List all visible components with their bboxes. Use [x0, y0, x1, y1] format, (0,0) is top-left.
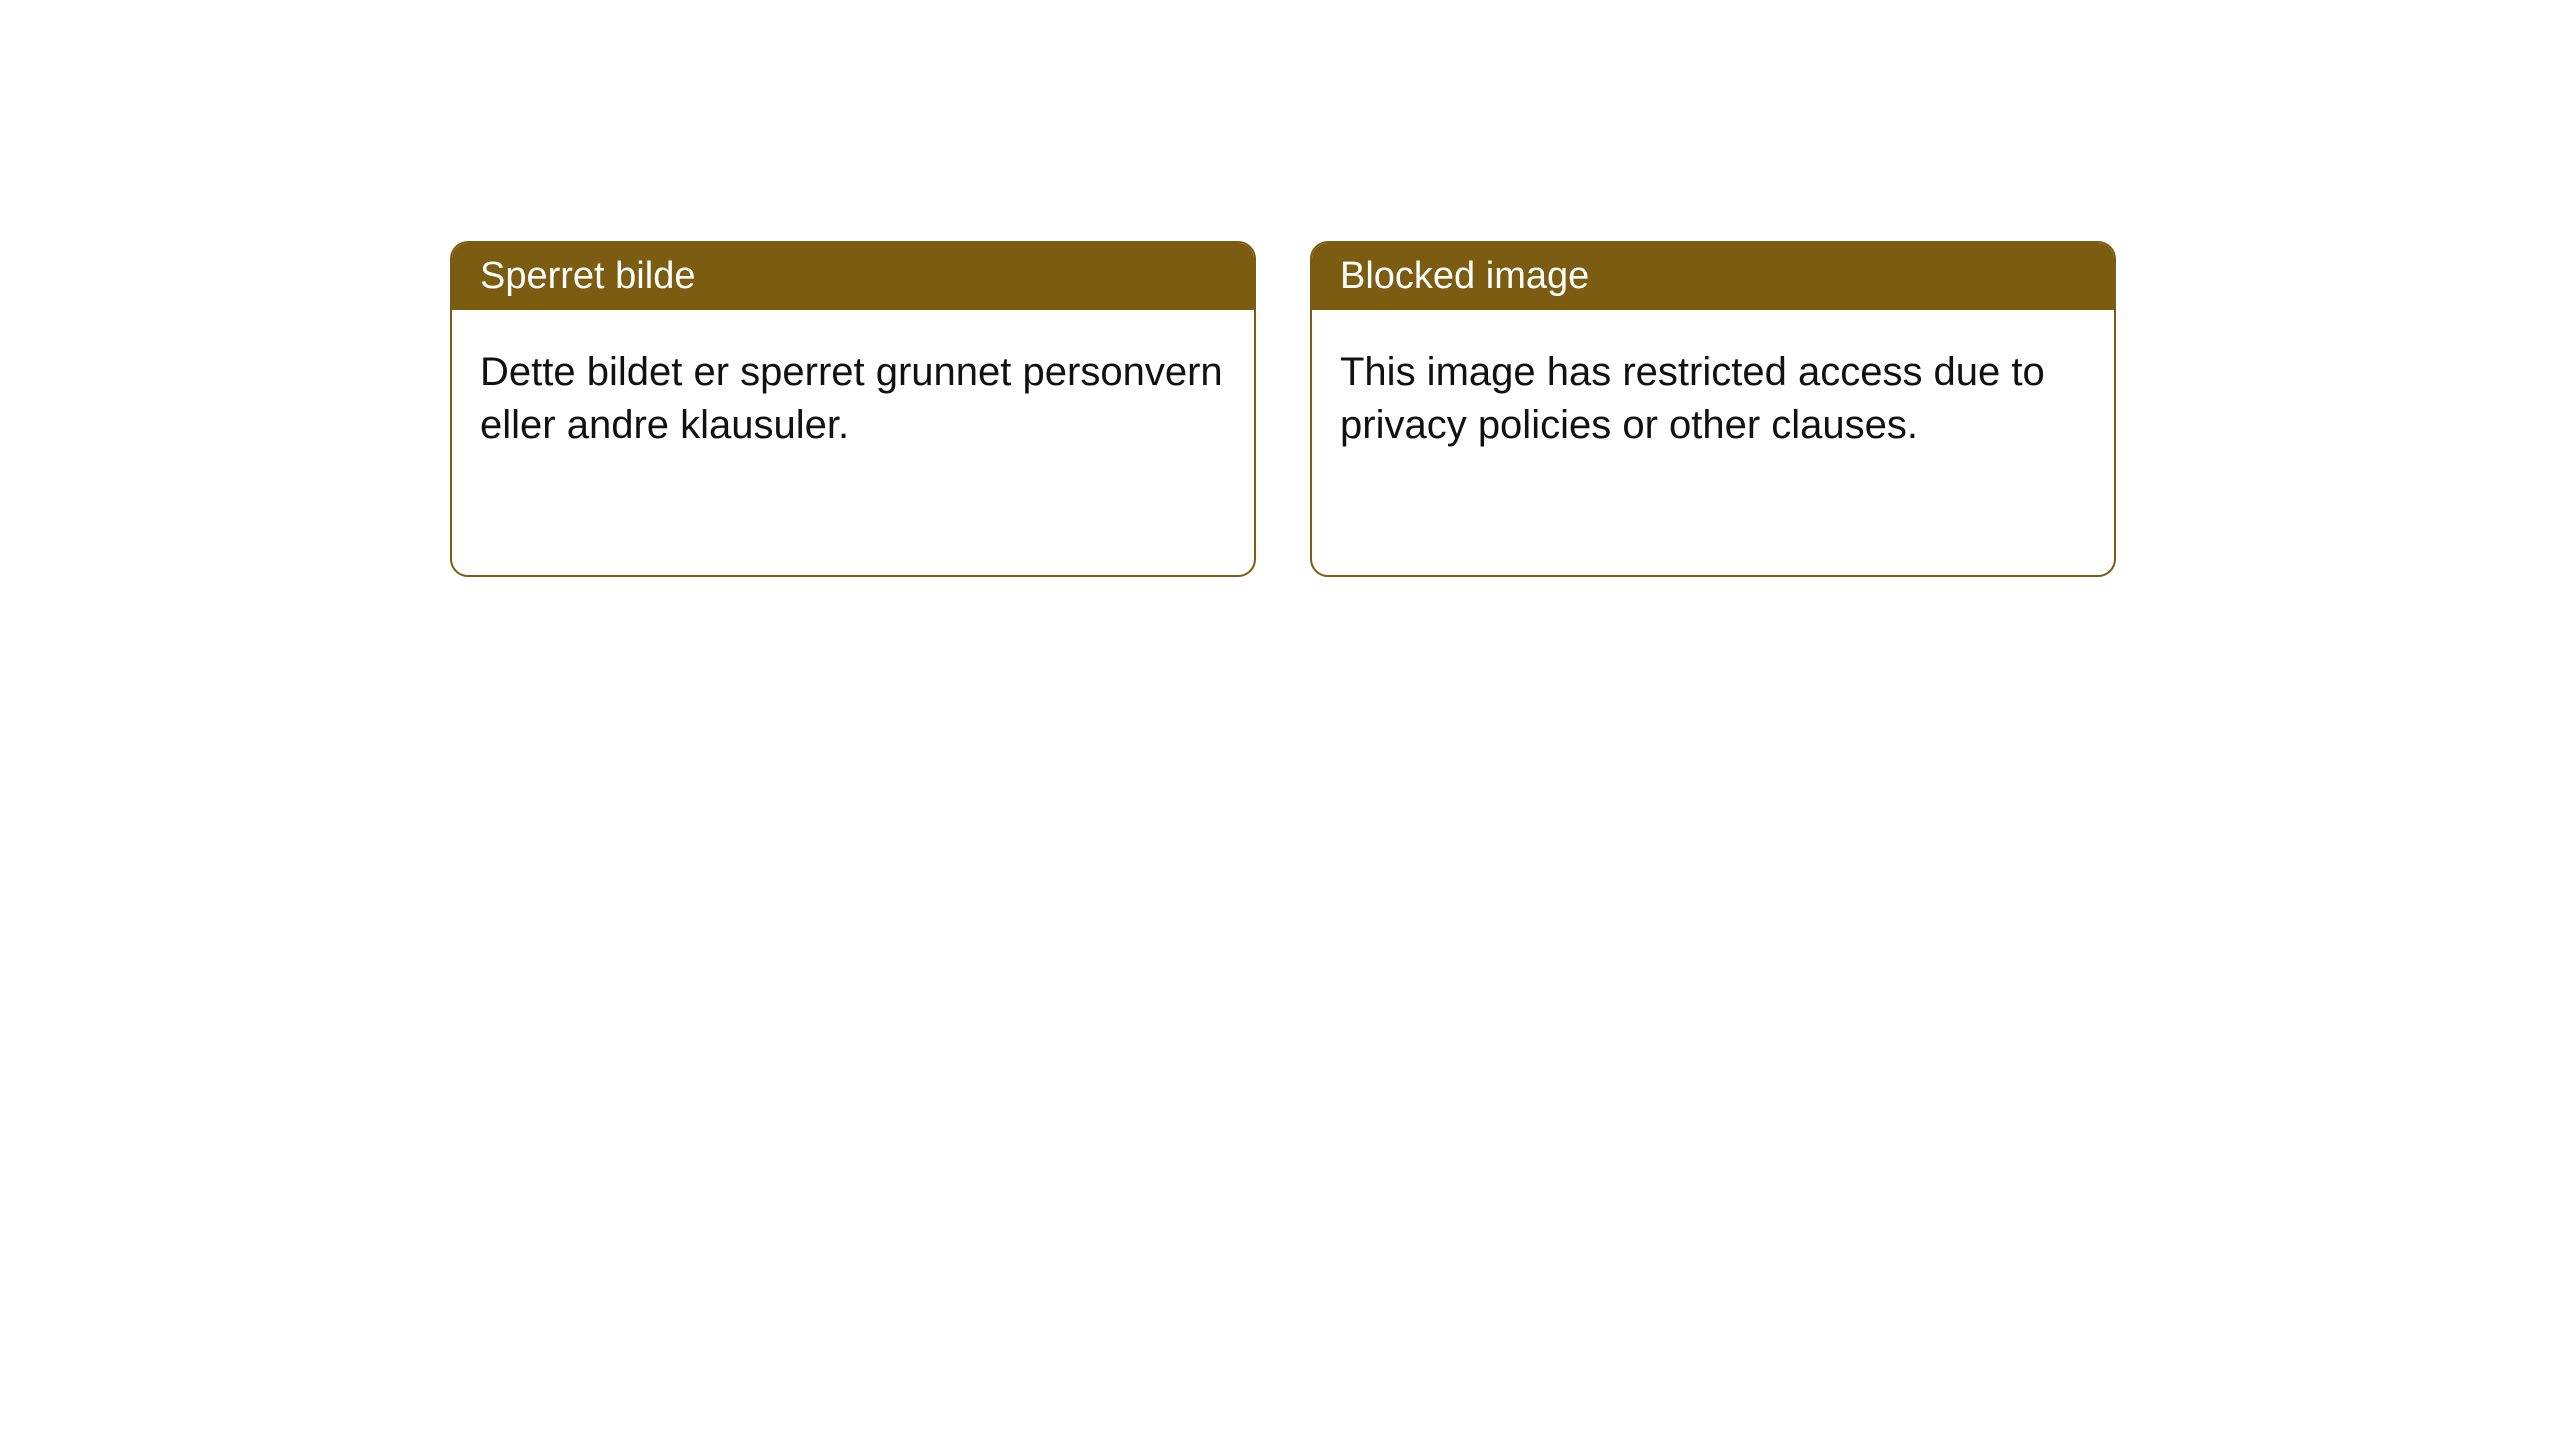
- notice-header-norwegian: Sperret bilde: [452, 243, 1254, 310]
- blocked-image-notices: Sperret bilde Dette bildet er sperret gr…: [450, 241, 2116, 577]
- notice-card-english: Blocked image This image has restricted …: [1310, 241, 2116, 577]
- notice-body-english: This image has restricted access due to …: [1312, 310, 2114, 488]
- notice-card-norwegian: Sperret bilde Dette bildet er sperret gr…: [450, 241, 1256, 577]
- notice-header-english: Blocked image: [1312, 243, 2114, 310]
- notice-body-norwegian: Dette bildet er sperret grunnet personve…: [452, 310, 1254, 488]
